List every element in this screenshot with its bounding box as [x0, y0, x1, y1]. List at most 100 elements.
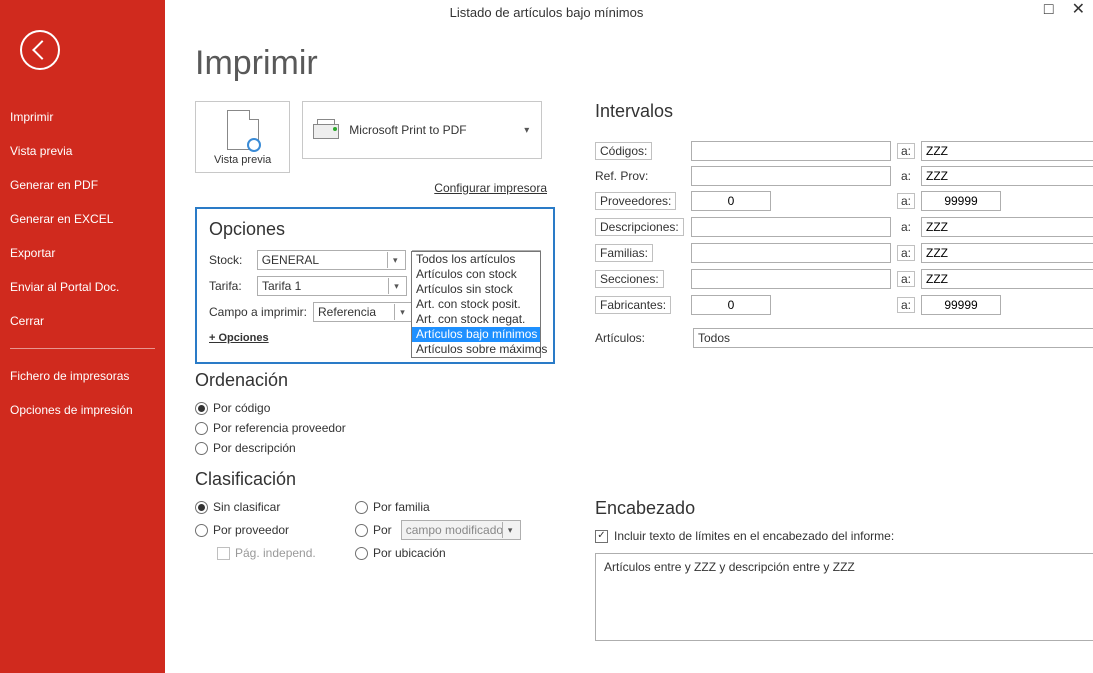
header-text-content: Artículos entre y ZZZ y descripción entr… — [604, 560, 855, 574]
window-controls: □ ✕ — [1044, 2, 1085, 18]
sidebar-separator — [10, 348, 155, 349]
interval-a-label: a: — [897, 297, 915, 313]
ordenacion-radio[interactable]: Por código — [195, 401, 555, 415]
interval-from-input[interactable] — [691, 243, 891, 263]
interval-to-input[interactable] — [921, 166, 1093, 186]
checkbox-pag-independ: Pág. independ. — [195, 546, 355, 560]
interval-a-label: a: — [897, 271, 915, 287]
sidebar-item-enviar-portal[interactable]: Enviar al Portal Doc. — [0, 270, 165, 304]
encabezado-title: Encabezado — [595, 498, 1093, 519]
dropdown-option[interactable]: Artículos sobre máximos — [412, 342, 540, 357]
chevron-down-icon: ▾ — [387, 252, 403, 268]
page-title: Imprimir — [195, 44, 1063, 83]
printer-icon — [313, 119, 339, 141]
interval-label: Secciones: — [595, 268, 685, 290]
radio-sin-clasificar[interactable]: Sin clasificar — [195, 500, 355, 514]
radio-icon — [355, 501, 368, 514]
interval-label: Fabricantes: — [595, 294, 685, 316]
dropdown-option[interactable]: Artículos bajo mínimos — [412, 327, 540, 342]
stock-label: Stock: — [209, 253, 251, 267]
interval-label: Códigos: — [595, 140, 685, 162]
chevron-down-icon: ▾ — [388, 278, 404, 294]
chevron-down-icon: ▾ — [394, 304, 410, 320]
printer-select[interactable]: Microsoft Print to PDF ▾ — [302, 101, 542, 159]
interval-label: Descripciones: — [595, 216, 685, 238]
opciones-title: Opciones — [209, 219, 541, 240]
window-title: Listado de artículos bajo mínimos — [450, 5, 644, 20]
include-header-checkbox[interactable]: ✓ Incluir texto de límites en el encabez… — [595, 529, 1093, 543]
document-preview-icon — [227, 110, 259, 150]
back-button[interactable] — [20, 30, 60, 70]
radio-icon — [195, 442, 208, 455]
campo-value: Referencia — [318, 305, 376, 319]
interval-to-input[interactable] — [921, 243, 1093, 263]
interval-to-input[interactable] — [921, 191, 1001, 211]
chevron-down-icon: ▾ — [502, 522, 518, 538]
interval-from-input[interactable] — [691, 191, 771, 211]
stock-value: GENERAL — [262, 253, 319, 267]
interval-to-input[interactable] — [921, 141, 1093, 161]
dropdown-option[interactable]: Artículos con stock — [412, 267, 540, 282]
chevron-down-icon: ▾ — [524, 125, 529, 136]
radio-icon — [355, 547, 368, 560]
interval-from-input[interactable] — [691, 269, 891, 289]
header-textarea[interactable]: Artículos entre y ZZZ y descripción entr… — [595, 553, 1093, 641]
preview-button[interactable]: Vista previa — [195, 101, 290, 173]
articulos-label: Artículos: — [595, 329, 683, 347]
include-header-label: Incluir texto de límites en el encabezad… — [614, 529, 894, 543]
articulos-value: Todos — [698, 331, 730, 345]
sidebar-item-imprimir[interactable]: Imprimir — [0, 100, 165, 134]
interval-label: Ref. Prov: — [595, 167, 685, 185]
stock-select[interactable]: GENERAL ▾ — [257, 250, 406, 270]
configure-printer-link[interactable]: Configurar impresora — [195, 181, 547, 195]
campo-label: Campo a imprimir: — [209, 305, 307, 319]
sidebar-item-vista-previa[interactable]: Vista previa — [0, 134, 165, 168]
interval-to-input[interactable] — [921, 269, 1093, 289]
sidebar-item-fichero-impresoras[interactable]: Fichero de impresoras — [0, 359, 165, 393]
tarifa-select[interactable]: Tarifa 1 ▾ — [257, 276, 407, 296]
sidebar-item-exportar[interactable]: Exportar — [0, 236, 165, 270]
radio-icon — [195, 501, 208, 514]
interval-from-input[interactable] — [691, 141, 891, 161]
opciones-panel: Opciones Stock: GENERAL ▾ Artículos bajo… — [195, 207, 555, 364]
intervalos-rows: Códigos:a:Ref. Prov:a:Proveedores:a:Desc… — [595, 140, 1093, 316]
interval-a-label: a: — [897, 193, 915, 209]
articulos-select[interactable]: Todos ▾ — [693, 328, 1093, 348]
radio-icon — [355, 524, 368, 537]
radio-por-familia[interactable]: Por familia — [355, 500, 555, 514]
interval-to-input[interactable] — [921, 295, 1001, 315]
filter-dropdown-list: Todos los artículosArtículos con stockAr… — [411, 251, 541, 358]
preview-label: Vista previa — [214, 154, 271, 166]
intervalos-title: Intervalos — [595, 101, 1093, 122]
dropdown-option[interactable]: Art. con stock negat. — [412, 312, 540, 327]
more-options-link[interactable]: + Opciones — [209, 332, 269, 344]
interval-from-input[interactable] — [691, 217, 891, 237]
sidebar-item-opciones-impresion[interactable]: Opciones de impresión — [0, 393, 165, 427]
ordenacion-radio[interactable]: Por descripción — [195, 441, 555, 455]
campo-select[interactable]: Referencia ▾ — [313, 302, 413, 322]
sidebar-item-generar-excel[interactable]: Generar en EXCEL — [0, 202, 165, 236]
dropdown-option[interactable]: Todos los artículos — [412, 252, 540, 267]
interval-from-input[interactable] — [691, 295, 771, 315]
sidebar-item-generar-pdf[interactable]: Generar en PDF — [0, 168, 165, 202]
close-icon[interactable]: ✕ — [1072, 2, 1085, 18]
dropdown-option[interactable]: Art. con stock posit. — [412, 297, 540, 312]
ordenacion-options: Por código Por referencia proveedor Por de… — [195, 401, 555, 455]
interval-label: Familias: — [595, 242, 685, 264]
radio-por-campo[interactable]: Por campo modificado ▾ — [355, 520, 555, 540]
interval-to-input[interactable] — [921, 217, 1093, 237]
clasificacion-grid: Sin clasificar Por familia Por proveedor… — [195, 500, 555, 560]
maximize-icon[interactable]: □ — [1044, 2, 1054, 18]
interval-from-input[interactable] — [691, 166, 891, 186]
dropdown-option[interactable]: Artículos sin stock — [412, 282, 540, 297]
interval-a-label: a: — [897, 220, 915, 234]
checkbox-icon — [217, 547, 230, 560]
radio-icon — [195, 402, 208, 415]
radio-por-proveedor[interactable]: Por proveedor — [195, 520, 355, 540]
radio-por-ubicacion[interactable]: Por ubicación — [355, 546, 555, 560]
main-content: Imprimir Vista previa — [165, 24, 1093, 673]
tarifa-value: Tarifa 1 — [262, 279, 301, 293]
sidebar-item-cerrar[interactable]: Cerrar — [0, 304, 165, 338]
interval-a-label: a: — [897, 245, 915, 261]
ordenacion-radio[interactable]: Por referencia proveedor — [195, 421, 555, 435]
